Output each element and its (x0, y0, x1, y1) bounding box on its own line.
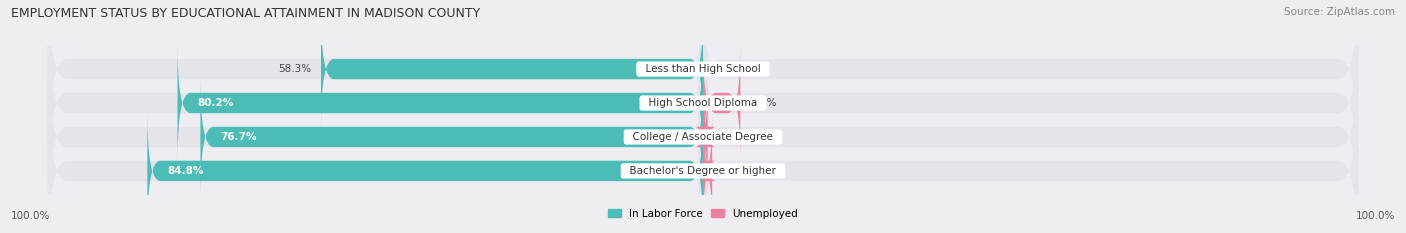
Text: 80.2%: 80.2% (197, 98, 233, 108)
Text: 0.7%: 0.7% (717, 132, 744, 142)
Text: 5.7%: 5.7% (751, 98, 776, 108)
Text: Less than High School: Less than High School (638, 64, 768, 74)
Text: EMPLOYMENT STATUS BY EDUCATIONAL ATTAINMENT IN MADISON COUNTY: EMPLOYMENT STATUS BY EDUCATIONAL ATTAINM… (11, 7, 481, 20)
Text: 100.0%: 100.0% (1355, 211, 1395, 221)
FancyBboxPatch shape (703, 45, 741, 161)
FancyBboxPatch shape (48, 11, 703, 195)
FancyBboxPatch shape (695, 79, 716, 195)
FancyBboxPatch shape (703, 79, 1358, 233)
Text: College / Associate Degree: College / Associate Degree (626, 132, 780, 142)
Legend: In Labor Force, Unemployed: In Labor Force, Unemployed (605, 205, 801, 223)
FancyBboxPatch shape (48, 45, 703, 229)
FancyBboxPatch shape (703, 11, 1358, 195)
Text: Source: ZipAtlas.com: Source: ZipAtlas.com (1284, 7, 1395, 17)
FancyBboxPatch shape (148, 113, 703, 229)
Text: 76.7%: 76.7% (221, 132, 256, 142)
FancyBboxPatch shape (177, 45, 703, 161)
FancyBboxPatch shape (699, 113, 716, 229)
FancyBboxPatch shape (201, 79, 703, 195)
Text: 1.4%: 1.4% (723, 166, 748, 176)
Text: 84.8%: 84.8% (167, 166, 204, 176)
Text: 100.0%: 100.0% (11, 211, 51, 221)
Text: High School Diploma: High School Diploma (643, 98, 763, 108)
FancyBboxPatch shape (321, 11, 703, 127)
FancyBboxPatch shape (48, 79, 703, 233)
FancyBboxPatch shape (703, 45, 1358, 229)
FancyBboxPatch shape (48, 0, 703, 161)
Text: 0.0%: 0.0% (713, 64, 740, 74)
FancyBboxPatch shape (703, 0, 1358, 161)
Text: Bachelor's Degree or higher: Bachelor's Degree or higher (623, 166, 783, 176)
Text: 58.3%: 58.3% (278, 64, 311, 74)
